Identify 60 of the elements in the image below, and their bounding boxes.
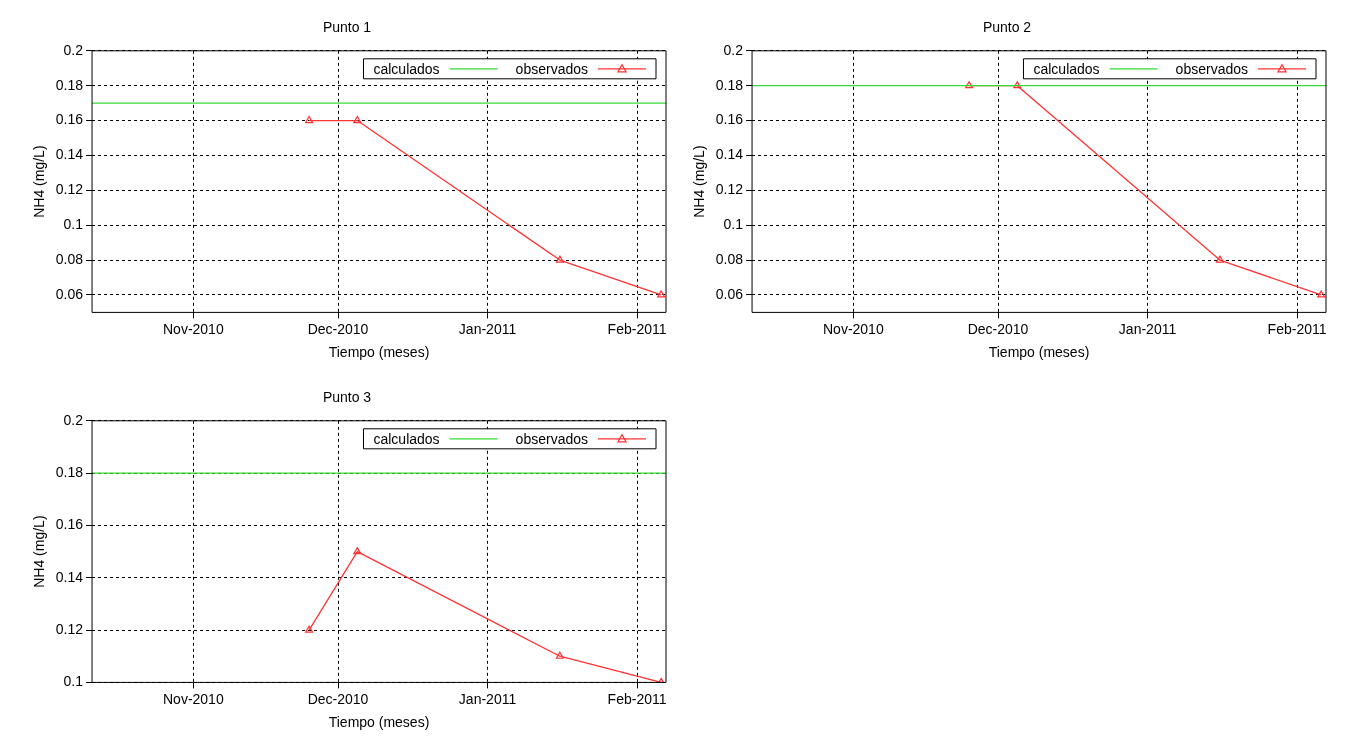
x-tick-label: Dec-2010 [307,690,369,707]
point [965,81,974,89]
y-tick-label: 0.14 [55,568,84,585]
legend-label: observados [515,60,589,77]
point [555,651,564,659]
point [305,625,314,633]
legend-label: calculados [373,60,440,77]
x-tick-label: Nov-2010 [162,690,224,707]
chart-title: Punto 3 [322,389,372,406]
point [353,115,362,124]
y-tick-label: 0.16 [715,111,744,128]
point [1013,81,1022,89]
x-tick-label: Nov-2010 [162,320,224,337]
y-tick-label: 0.12 [55,181,84,198]
x-axis-title: Tiempo (meses) [328,714,430,731]
y-tick-label: 0.2 [63,41,84,58]
legend-label: calculados [373,430,440,447]
y-tick-label: 0.06 [55,285,84,302]
legend-label: calculados [1033,60,1100,77]
y-tick-label: 0.08 [55,250,84,267]
point [657,290,666,298]
y-axis-title: NH4 (mg/L) [31,145,48,218]
y-tick-label: 0.1 [723,216,744,233]
chart-title: Punto 2 [982,19,1032,36]
y-tick-label: 0.1 [63,673,84,690]
x-tick-label: Jan-2011 [1118,320,1177,337]
y-tick-label: 0.14 [55,146,84,163]
x-tick-label: Feb-2011 [607,690,667,707]
x-tick-label: Jan-2011 [458,320,517,337]
y-tick-label: 0.18 [55,463,84,480]
y-tick-label: 0.12 [715,181,744,198]
x-tick-label: Dec-2010 [967,320,1029,337]
y-tick-label: 0.14 [715,146,744,163]
y-tick-label: 0.18 [715,76,744,93]
y-tick-label: 0.16 [55,111,84,128]
y-tick-label: 0.06 [715,285,744,302]
point [353,547,362,555]
y-tick-label: 0.16 [55,516,84,533]
y-axis-title: NH4 (mg/L) [31,515,48,588]
y-tick-label: 0.12 [55,620,84,637]
y-tick-label: 0.08 [715,250,744,267]
legend-label: observados [1175,60,1249,77]
y-tick-label: 0.2 [723,41,744,58]
y-tick-label: 0.1 [63,216,84,233]
point [555,255,564,263]
point [1317,290,1326,298]
y-axis-title: NH4 (mg/L) [691,145,708,218]
x-tick-label: Jan-2011 [458,690,517,707]
x-axis-title: Tiempo (meses) [328,344,430,361]
x-axis-title: Tiempo (meses) [988,344,1090,361]
point [305,115,314,124]
x-tick-label: Nov-2010 [822,320,884,337]
chart-title: Punto 1 [322,19,372,36]
point [1215,255,1224,263]
x-tick-label: Feb-2011 [1267,320,1327,337]
y-tick-label: 0.2 [63,411,84,428]
y-tick-label: 0.18 [55,76,84,93]
legend-label: observados [515,430,589,447]
x-tick-label: Feb-2011 [607,320,667,337]
x-tick-label: Dec-2010 [307,320,369,337]
